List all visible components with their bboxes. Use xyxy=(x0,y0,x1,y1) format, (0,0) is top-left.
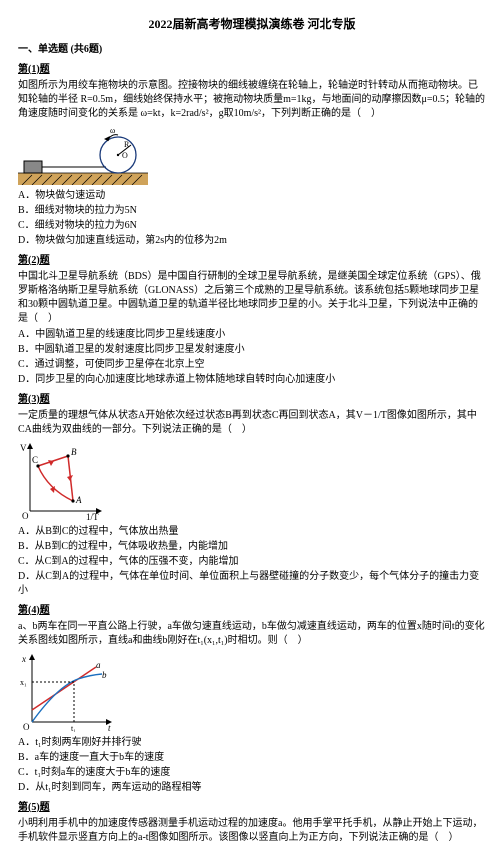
q2-label: 第(2)题 xyxy=(18,254,486,268)
q4-x: x xyxy=(21,654,26,664)
q3-choice-B: B．从B到C的过程中，气体吸收热量，内能增加 xyxy=(18,540,486,554)
q3-label: 第(3)题 xyxy=(18,393,486,407)
q1-O: O xyxy=(122,151,128,160)
q4-label: 第(4)题 xyxy=(18,604,486,618)
q3-choice-D: D．从C到A的过程中，气体在单位时间、单位面积上与器壁碰撞的分子数变少，每个气体… xyxy=(18,570,486,598)
q4-t1: t₁ xyxy=(71,724,76,732)
q2-choice-D: D．同步卫星的向心加速度比地球赤道上物体随地球自转时向心加速度小 xyxy=(18,373,486,387)
q1-R: R xyxy=(124,140,130,149)
q3-C: C xyxy=(32,455,38,465)
q3-A: A xyxy=(75,495,82,505)
q3-B: B xyxy=(71,447,77,457)
q4-choice-D: D．从t₁时刻到同车，两车运动的路程相等 xyxy=(18,781,486,795)
q3-O: O xyxy=(22,511,29,521)
q5-label: 第(5)题 xyxy=(18,801,486,815)
q3-choice-C: C．从C到A的过程中，气体的压强不变，内能增加 xyxy=(18,555,486,569)
section-heading: 一、单选题 (共6题) xyxy=(18,43,486,57)
q4-choice-B: B．a车的速度一直大于b车的速度 xyxy=(18,751,486,765)
q4-a: a xyxy=(96,660,101,670)
q3-V: V xyxy=(20,443,27,453)
q4-t: t xyxy=(108,723,111,732)
q1-stem: 如图所示为用绞车拖物块的示意图。控接物块的细线被缠绕在轮轴上，轮轴逆时针转动从而… xyxy=(18,79,486,121)
q2-choice-C: C．通过调整，可使同步卫星停在北京上空 xyxy=(18,358,486,372)
q4-choice-C: C．t₁时刻a车的速度大于b车的速度 xyxy=(18,766,486,780)
q2-choice-A: A．中圆轨道卫星的线速度比同步卫星线速度小 xyxy=(18,328,486,342)
q5-stem: 小明利用手机中的加速度传感器测量手机运动过程的加速度a。他用手掌平托手机，从静止… xyxy=(18,817,486,845)
q1-omega: ω xyxy=(110,126,115,135)
q3-stem: 一定质量的理想气体从状态A开始依次经过状态B再到状态C再回到状态A，其V－1/T… xyxy=(18,409,486,437)
q4-x1: x₁ xyxy=(20,678,27,687)
q4-choice-A: A．t₁时刻两车刚好并排行驶 xyxy=(18,736,486,750)
q1-choice-D: D．物块做匀加速直线运动，第2s内的位移为2m xyxy=(18,234,486,248)
q1-choice-B: B．细线对物块的拉力为5N xyxy=(18,204,486,218)
q2-choice-B: B．中圆轨道卫星的发射速度比同步卫星发射速度小 xyxy=(18,343,486,357)
q1-choice-A: A．物块做匀速运动 xyxy=(18,189,486,203)
page-title: 2022届新高考物理模拟演练卷 河北专版 xyxy=(18,16,486,33)
q1-label: 第(1)题 xyxy=(18,63,486,77)
q3-choice-A: A．从B到C的过程中，气体放出热量 xyxy=(18,525,486,539)
q1-figure: O R ω xyxy=(18,125,486,185)
q2-stem: 中国北斗卫星导航系统（BDS）是中国自行研制的全球卫星导航系统，是继美国全球定位… xyxy=(18,270,486,326)
q1-choice-C: C．细线对物块的拉力为6N xyxy=(18,219,486,233)
q3-invT: 1/T xyxy=(86,512,99,521)
q4-b: b xyxy=(102,670,107,680)
q4-stem: a、b两车在同一平直公路上行驶，a车做匀速直线运动，b车做匀减速直线运动，两车的… xyxy=(18,620,486,648)
q3-figure: V 1/T O C B A xyxy=(18,441,486,521)
q4-O: O xyxy=(23,722,30,732)
q4-figure: x t O x₁ t₁ a b xyxy=(18,652,486,732)
